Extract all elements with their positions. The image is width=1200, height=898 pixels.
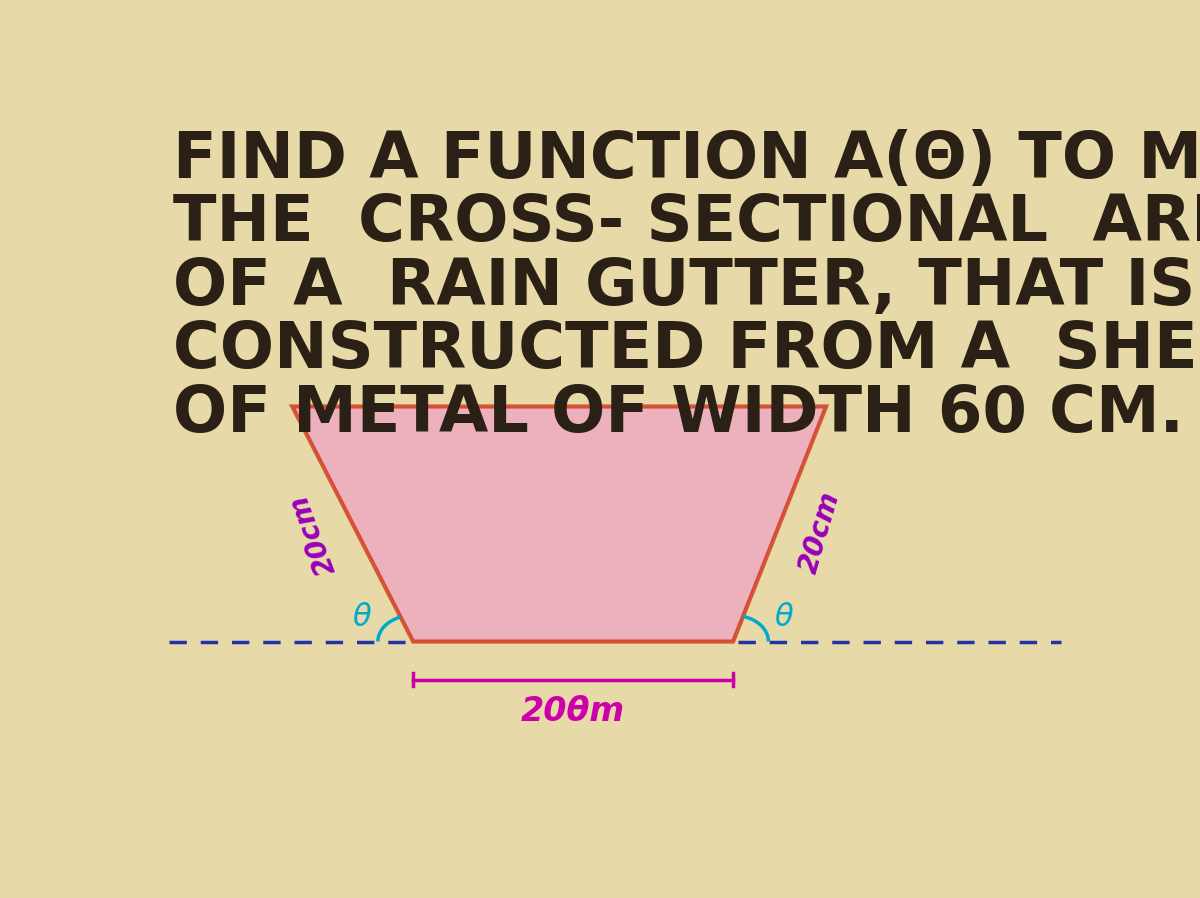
- Text: THE  CROSS- SECTIONAL  AREA: THE CROSS- SECTIONAL AREA: [173, 192, 1200, 254]
- Text: CONSTRUCTED FROM A  SHEET: CONSTRUCTED FROM A SHEET: [173, 320, 1200, 382]
- Text: 20θm: 20θm: [521, 695, 625, 727]
- Text: $\theta$: $\theta$: [352, 603, 372, 632]
- Polygon shape: [293, 407, 826, 641]
- Text: $\theta$: $\theta$: [774, 603, 794, 632]
- Text: OF A  RAIN GUTTER, THAT IS: OF A RAIN GUTTER, THAT IS: [173, 256, 1195, 318]
- Text: 20cm: 20cm: [286, 491, 342, 579]
- Text: FIND A FUNCTION A(Θ) TO MODEL: FIND A FUNCTION A(Θ) TO MODEL: [173, 128, 1200, 190]
- Text: 20cm: 20cm: [794, 489, 845, 577]
- Text: OF METAL OF WIDTH 60 CM.: OF METAL OF WIDTH 60 CM.: [173, 383, 1184, 445]
